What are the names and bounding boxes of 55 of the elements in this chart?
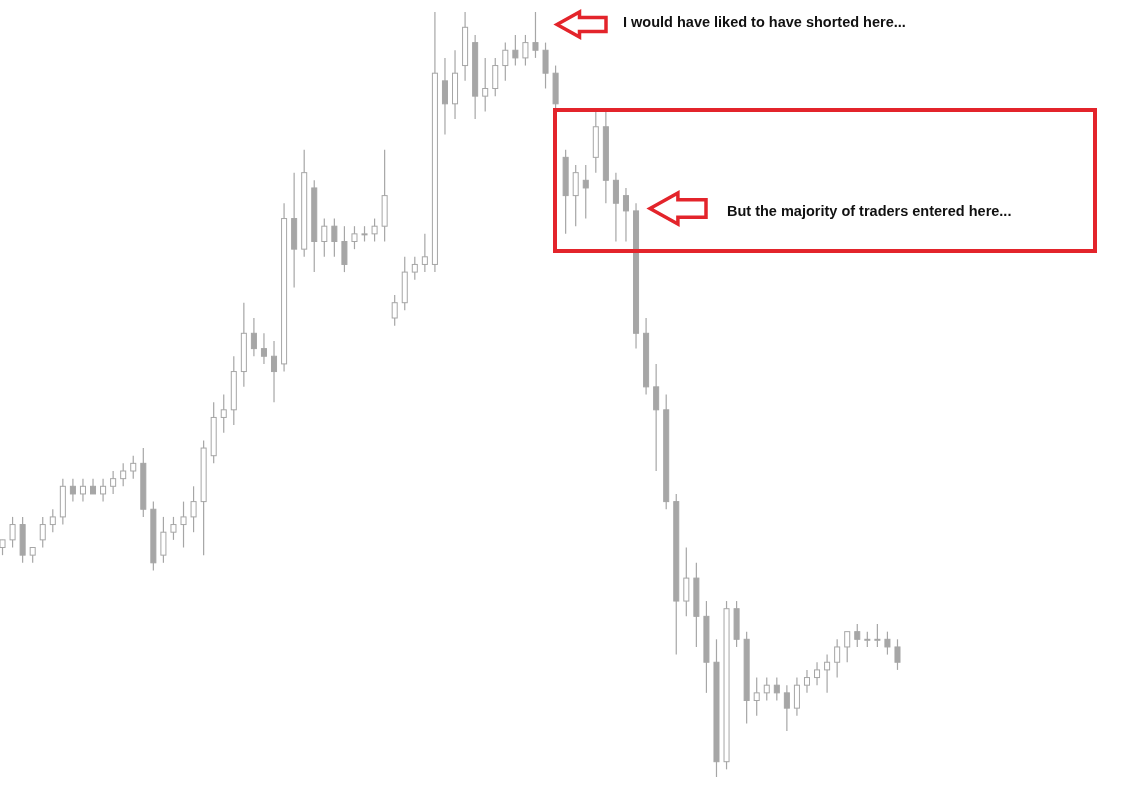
candlestick xyxy=(542,42,549,90)
candlestick xyxy=(260,332,267,365)
candlestick xyxy=(220,393,227,434)
candlestick xyxy=(170,516,177,541)
candlestick xyxy=(49,508,56,533)
candlestick xyxy=(753,676,760,717)
candlestick xyxy=(522,34,529,67)
candlestick xyxy=(321,217,328,258)
candlestick xyxy=(844,631,851,663)
candlestick xyxy=(9,516,16,549)
candlestick xyxy=(894,638,901,671)
candlestick xyxy=(874,623,881,648)
candlestick xyxy=(612,172,619,243)
candlestick xyxy=(572,164,579,227)
candlestick xyxy=(482,57,489,113)
candlestick xyxy=(773,676,780,702)
candlestick xyxy=(180,501,187,549)
candlestick xyxy=(341,225,348,273)
candlestick xyxy=(411,256,418,281)
candlestick xyxy=(582,164,589,220)
candlestick xyxy=(271,340,278,403)
candlestick xyxy=(824,654,831,694)
candlestick xyxy=(492,57,499,97)
candlestick xyxy=(110,470,117,495)
candlestick xyxy=(803,669,810,694)
candlestick xyxy=(190,485,197,533)
candlestick xyxy=(130,455,137,480)
candlestick xyxy=(512,34,519,67)
candlestick xyxy=(783,684,790,732)
candlestick xyxy=(793,676,800,717)
candlestick xyxy=(854,623,861,648)
candlestick xyxy=(653,363,660,472)
candlestick xyxy=(683,546,690,617)
candlestick xyxy=(834,638,841,679)
candlestick xyxy=(371,217,378,243)
candlestick xyxy=(502,42,509,82)
annotation: I would have liked to have shorted here... xyxy=(623,14,906,30)
candlestick xyxy=(622,187,629,243)
candlestick xyxy=(391,294,398,327)
candlestick xyxy=(331,217,338,258)
candlestick xyxy=(814,661,821,686)
candlestick xyxy=(884,631,891,656)
candlestick xyxy=(250,317,257,357)
annotation: But the majority of traders entered here... xyxy=(727,203,1012,219)
candlestick xyxy=(532,11,539,59)
candlestick xyxy=(39,516,46,549)
candlestick xyxy=(763,676,770,702)
candlestick xyxy=(421,233,428,273)
candlestick xyxy=(351,225,358,250)
candlestick xyxy=(69,478,76,503)
candlestick xyxy=(100,478,107,503)
candlestick xyxy=(160,516,167,564)
candlestick xyxy=(120,462,127,487)
candlestick xyxy=(441,57,448,135)
candlestick xyxy=(79,478,86,503)
